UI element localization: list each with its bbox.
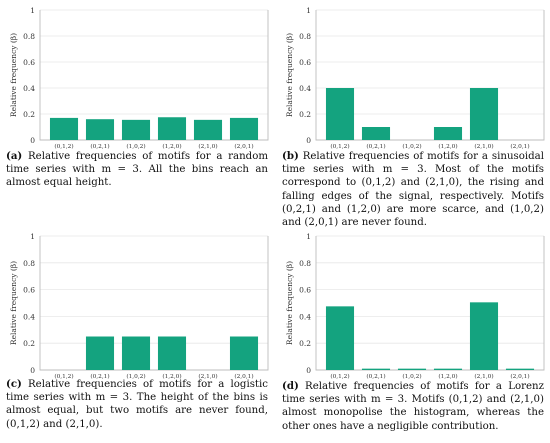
x-tick-label-cat-021: (0,2,1) xyxy=(366,373,385,380)
y-axis-label: Relative frequency (β) xyxy=(285,33,294,117)
y-tick-label: 0.6 xyxy=(299,286,311,295)
bar-cat-102 xyxy=(121,336,151,370)
caption-text-c: Relative frequencies of motifs for a log… xyxy=(6,379,268,430)
x-tick-label-cat-210: (2,1,0) xyxy=(474,143,493,150)
bar-cat-021 xyxy=(361,368,391,370)
bar-cat-012 xyxy=(325,306,355,370)
panel-b: 0 0.2 0.4 0.6 0.8 1 Relative frequency (β) (0,1… xyxy=(276,0,550,232)
y-tick-label: 0.2 xyxy=(23,110,35,119)
y-tick-label: 0.4 xyxy=(23,84,35,93)
bar-cat-210 xyxy=(469,302,499,370)
chart-a: 0 0.2 0.4 0.6 0.8 1 Relative frequency (β) (0,1… xyxy=(9,6,269,150)
bar-cat-012 xyxy=(49,117,79,140)
caption-d: (d) Relative frequencies of motifs for a… xyxy=(282,380,544,433)
y-tick-label: 0.4 xyxy=(299,312,311,321)
y-tick-label: 0.6 xyxy=(299,58,311,67)
caption-tag-d: (d) xyxy=(282,380,299,392)
x-tick-label-cat-012: (0,1,2) xyxy=(330,143,349,150)
y-tick-label: 0 xyxy=(306,366,311,375)
y-tick-label: 0.8 xyxy=(299,32,311,41)
x-tick-label-cat-201: (2,0,1) xyxy=(510,143,529,150)
y-tick-label: 0.4 xyxy=(299,84,311,93)
x-tick-label-cat-102: (1,0,2) xyxy=(402,373,421,380)
caption-tag-b: (b) xyxy=(282,150,299,162)
caption-b: (b) Relative frequencies of motifs for a… xyxy=(282,150,544,229)
chart-b: 0 0.2 0.4 0.6 0.8 1 Relative frequency (β) (0,1… xyxy=(285,6,545,150)
x-tick-label-cat-120: (1,2,0) xyxy=(438,373,457,380)
y-tick-label: 0.6 xyxy=(23,58,35,67)
caption-tag-a: (a) xyxy=(6,150,23,162)
caption-text-b: Relative frequencies of motifs for a sin… xyxy=(282,151,544,229)
y-tick-label: 0.6 xyxy=(23,286,35,295)
bar-cat-201 xyxy=(229,336,259,370)
y-tick-label: 0 xyxy=(306,136,311,145)
y-tick-label: 1 xyxy=(306,232,311,241)
bar-cat-201 xyxy=(229,117,259,140)
y-axis-label: Relative frequency (β) xyxy=(285,261,294,345)
axes-frame xyxy=(315,10,545,141)
bar-cat-120 xyxy=(433,127,463,140)
x-tick-label-cat-201: (2,0,1) xyxy=(234,143,253,150)
bar-cat-201 xyxy=(505,368,535,370)
y-tick-label: 0.2 xyxy=(299,110,311,119)
x-tick-label-cat-210: (2,1,0) xyxy=(198,143,217,150)
bar-cat-102 xyxy=(397,368,427,370)
x-tick-label-cat-021: (0,2,1) xyxy=(90,373,109,380)
axes-frame xyxy=(39,236,269,371)
panel-d: 0 0.2 0.4 0.6 0.8 1 Relative frequency (β) (0,1… xyxy=(276,230,550,443)
caption-text-a: Relative frequencies of motifs for a ran… xyxy=(6,151,268,189)
x-tick-label-cat-201: (2,0,1) xyxy=(510,373,529,380)
caption-c: (c) Relative frequencies of motifs for a… xyxy=(6,378,268,431)
y-tick-label: 0.8 xyxy=(23,32,35,41)
bar-cat-012 xyxy=(325,88,355,140)
bar-cat-120 xyxy=(157,117,187,140)
y-axis-label: Relative frequency (β) xyxy=(9,33,18,117)
y-axis-label: Relative frequency (β) xyxy=(9,261,18,345)
x-tick-label-cat-120: (1,2,0) xyxy=(162,143,181,150)
caption-a: (a) Relative frequencies of motifs for a… xyxy=(6,150,268,190)
caption-tag-c: (c) xyxy=(6,378,22,390)
bar-cat-021 xyxy=(85,336,115,370)
y-tick-label: 1 xyxy=(30,6,35,15)
x-tick-label-cat-102: (1,0,2) xyxy=(126,373,145,380)
x-tick-label-cat-201: (2,0,1) xyxy=(234,373,253,380)
chart-d: 0 0.2 0.4 0.6 0.8 1 Relative frequency (β) (0,1… xyxy=(285,232,545,380)
y-tick-label: 1 xyxy=(30,232,35,241)
y-tick-label: 0.4 xyxy=(23,312,35,321)
x-tick-label-cat-210: (2,1,0) xyxy=(474,373,493,380)
axes-frame xyxy=(315,236,545,371)
caption-text-d: Relative frequencies of motifs for a Lor… xyxy=(282,381,544,432)
x-tick-label-cat-120: (1,2,0) xyxy=(438,143,457,150)
axes-frame xyxy=(39,10,269,141)
bar-cat-021 xyxy=(85,119,115,140)
bar-cat-102 xyxy=(121,119,151,140)
y-tick-label: 0.8 xyxy=(23,259,35,268)
x-tick-label-cat-012: (0,1,2) xyxy=(54,373,73,380)
panel-c: 0 0.2 0.4 0.6 0.8 1 Relative frequency (β) (0,1… xyxy=(0,232,275,443)
x-tick-label-cat-021: (0,2,1) xyxy=(90,143,109,150)
y-tick-label: 0.8 xyxy=(299,259,311,268)
panel-a: 0 0.2 0.4 0.6 0.8 1 Relative frequency (β) (0,1… xyxy=(0,0,275,190)
x-tick-label-cat-012: (0,1,2) xyxy=(330,373,349,380)
bar-cat-210 xyxy=(469,88,499,140)
y-tick-label: 1 xyxy=(306,6,311,15)
x-tick-label-cat-012: (0,1,2) xyxy=(54,143,73,150)
y-tick-label: 0 xyxy=(30,366,35,375)
bar-cat-120 xyxy=(433,368,463,370)
y-tick-label: 0 xyxy=(30,136,35,145)
x-tick-label-cat-102: (1,0,2) xyxy=(402,143,421,150)
y-tick-label: 0.2 xyxy=(23,339,35,348)
x-tick-label-cat-210: (2,1,0) xyxy=(198,373,217,380)
x-tick-label-cat-102: (1,0,2) xyxy=(126,143,145,150)
bar-cat-120 xyxy=(157,336,187,370)
bar-cat-210 xyxy=(193,119,223,140)
y-tick-label: 0.2 xyxy=(299,339,311,348)
x-tick-label-cat-021: (0,2,1) xyxy=(366,143,385,150)
chart-c: 0 0.2 0.4 0.6 0.8 1 Relative frequency (β) (0,1… xyxy=(9,232,269,380)
x-tick-label-cat-120: (1,2,0) xyxy=(162,373,181,380)
bar-cat-021 xyxy=(361,127,391,140)
